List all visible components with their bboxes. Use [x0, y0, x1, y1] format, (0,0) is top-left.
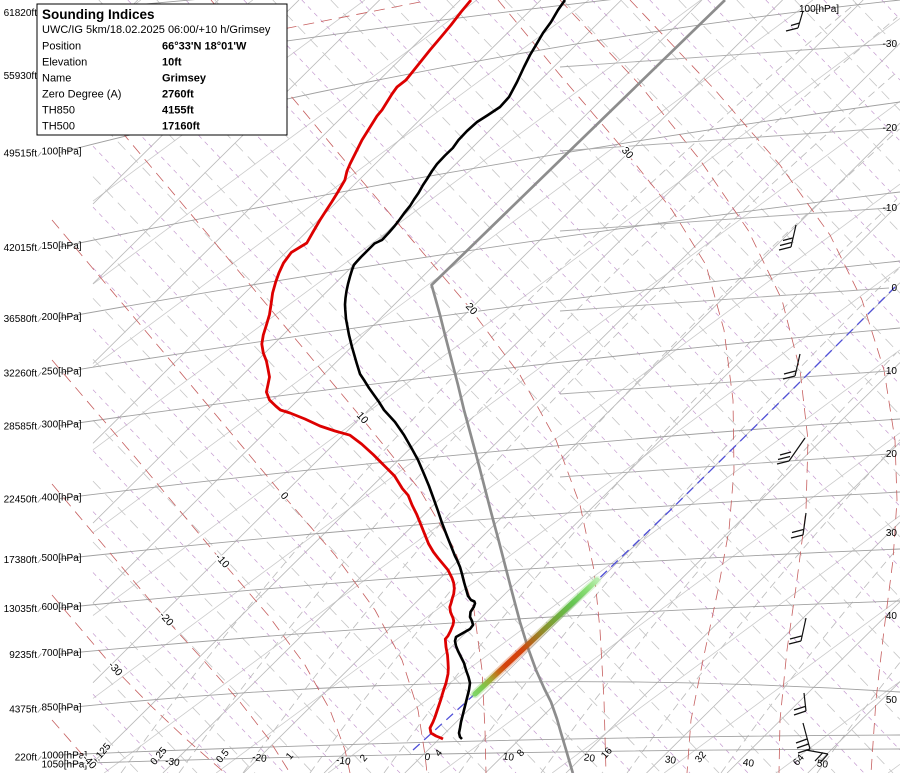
svg-text:850[hPa]: 850[hPa]: [42, 703, 82, 714]
svg-text:4: 4: [433, 747, 445, 759]
svg-text:28585ft: 28585ft: [4, 422, 38, 433]
svg-text:30: 30: [664, 754, 677, 767]
svg-text:61820ft: 61820ft: [4, 8, 38, 19]
svg-text:42015ft: 42015ft: [4, 243, 38, 254]
svg-text:22450ft: 22450ft: [4, 495, 38, 506]
svg-text:50: 50: [816, 758, 829, 771]
svg-text:Name: Name: [42, 73, 71, 85]
svg-text:100[hPa]: 100[hPa]: [799, 4, 839, 15]
svg-text:49515ft: 49515ft: [4, 149, 38, 160]
svg-text:Zero Degree (A): Zero Degree (A): [42, 89, 121, 101]
svg-text:32260ft: 32260ft: [4, 369, 38, 380]
svg-text:17380ft: 17380ft: [4, 555, 38, 566]
svg-text:-20: -20: [883, 123, 898, 134]
svg-text:10: 10: [886, 366, 898, 377]
svg-text:-10: -10: [883, 203, 898, 214]
svg-text:TH500: TH500: [42, 121, 75, 133]
svg-text:13035ft: 13035ft: [4, 604, 38, 615]
svg-text:0: 0: [891, 283, 897, 294]
svg-text:Elevation: Elevation: [42, 57, 87, 69]
svg-text:600[hPa]: 600[hPa]: [42, 602, 82, 613]
svg-text:200[hPa]: 200[hPa]: [42, 312, 82, 323]
svg-text:-30: -30: [883, 39, 898, 50]
svg-text:10: 10: [502, 751, 515, 764]
svg-text:Sounding Indices: Sounding Indices: [42, 7, 155, 22]
svg-text:36580ft: 36580ft: [4, 314, 38, 325]
svg-text:2: 2: [358, 752, 370, 764]
svg-text:400[hPa]: 400[hPa]: [42, 493, 82, 504]
svg-text:100[hPa]: 100[hPa]: [42, 147, 82, 158]
svg-text:-10: -10: [335, 755, 351, 768]
svg-text:1000[hPa]: 1000[hPa]: [42, 751, 88, 762]
svg-text:Grimsey: Grimsey: [162, 73, 207, 85]
svg-text:30: 30: [886, 528, 898, 539]
svg-text:9235ft: 9235ft: [9, 650, 37, 661]
svg-text:40: 40: [742, 757, 755, 770]
svg-text:20: 20: [886, 449, 898, 460]
svg-text:500[hPa]: 500[hPa]: [42, 553, 82, 564]
svg-text:300[hPa]: 300[hPa]: [42, 420, 82, 431]
svg-text:TH850: TH850: [42, 105, 75, 117]
svg-text:10ft: 10ft: [162, 57, 182, 69]
svg-text:-20: -20: [251, 752, 267, 765]
svg-text:2760ft: 2760ft: [162, 89, 194, 101]
svg-text:1: 1: [284, 750, 296, 762]
svg-text:8: 8: [515, 747, 527, 759]
svg-text:150[hPa]: 150[hPa]: [42, 241, 82, 252]
svg-text:UWC/IG 5km/18.02.2025 06:00/+1: UWC/IG 5km/18.02.2025 06:00/+10 h/Grimse…: [42, 24, 271, 36]
svg-text:0: 0: [424, 752, 431, 764]
svg-text:50: 50: [886, 695, 898, 706]
svg-text:55930ft: 55930ft: [4, 71, 38, 82]
svg-text:20: 20: [583, 752, 596, 765]
svg-text:1050[hPa]: 1050[hPa]: [42, 760, 88, 771]
svg-text:250[hPa]: 250[hPa]: [42, 367, 82, 378]
svg-text:66°33'N 18°01'W: 66°33'N 18°01'W: [162, 41, 247, 53]
svg-text:17160ft: 17160ft: [162, 121, 200, 133]
svg-text:700[hPa]: 700[hPa]: [42, 648, 82, 659]
svg-text:4375ft: 4375ft: [9, 705, 37, 716]
svg-text:-30: -30: [164, 756, 180, 769]
svg-text:40: 40: [886, 611, 898, 622]
svg-text:220ft: 220ft: [15, 753, 37, 764]
svg-text:Position: Position: [42, 41, 81, 53]
svg-text:4155ft: 4155ft: [162, 105, 194, 117]
